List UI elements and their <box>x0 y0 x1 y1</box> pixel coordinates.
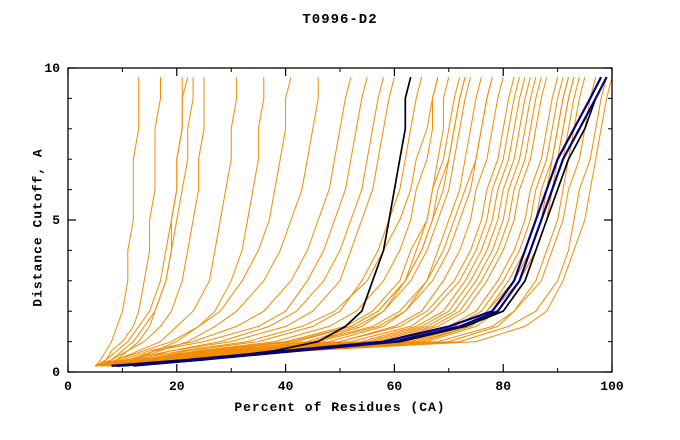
ensemble-curve <box>100 76 450 367</box>
x-tick-label: 60 <box>387 379 403 394</box>
ensemble-curve <box>106 76 537 367</box>
x-tick-label: 20 <box>169 379 185 394</box>
best-model-curve <box>116 76 608 367</box>
ensemble-curve <box>95 76 352 367</box>
chart-title: T0996-D2 <box>302 12 378 28</box>
ensemble-curve <box>100 77 161 367</box>
ensemble-curve <box>100 76 531 367</box>
ensemble-curve <box>100 76 439 367</box>
ensemble-curve <box>100 76 548 367</box>
y-axis-label: Distance Cutoff, A <box>30 148 46 307</box>
highlight-curve <box>122 76 608 367</box>
ensemble-curve <box>95 76 526 367</box>
ensemble-curve <box>111 76 493 367</box>
x-tick-label: 80 <box>495 379 511 394</box>
y-tick-label: 5 <box>52 213 60 228</box>
x-tick-label: 100 <box>600 379 624 394</box>
ensemble-curve <box>100 76 368 367</box>
ensemble-curve <box>100 77 194 367</box>
highlight-curve <box>133 76 412 367</box>
ensemble-curve <box>95 76 292 367</box>
best-model-curve <box>111 76 603 367</box>
y-tick-label: 0 <box>52 365 60 380</box>
ensemble-curve <box>94 76 189 367</box>
ensemble-curve <box>95 77 205 367</box>
y-tick-label: 10 <box>44 61 60 76</box>
ensemble-curve <box>95 76 559 367</box>
ensemble-curve <box>95 76 466 367</box>
ensemble-curve <box>106 76 613 367</box>
x-axis-label: Percent of Residues (CA) <box>234 400 446 415</box>
ensemble-curve <box>111 76 384 367</box>
ensemble-curve <box>106 76 423 367</box>
ensemble-curve <box>105 77 319 367</box>
x-tick-label: 40 <box>278 379 294 394</box>
ensemble-curve <box>100 77 238 367</box>
ensemble-curve <box>100 76 586 367</box>
ensemble-curve <box>95 76 515 367</box>
ensemble-curve <box>95 76 439 367</box>
ensemble-curve <box>106 76 569 367</box>
ensemble-curve <box>94 77 140 367</box>
x-tick-label: 0 <box>64 379 72 394</box>
